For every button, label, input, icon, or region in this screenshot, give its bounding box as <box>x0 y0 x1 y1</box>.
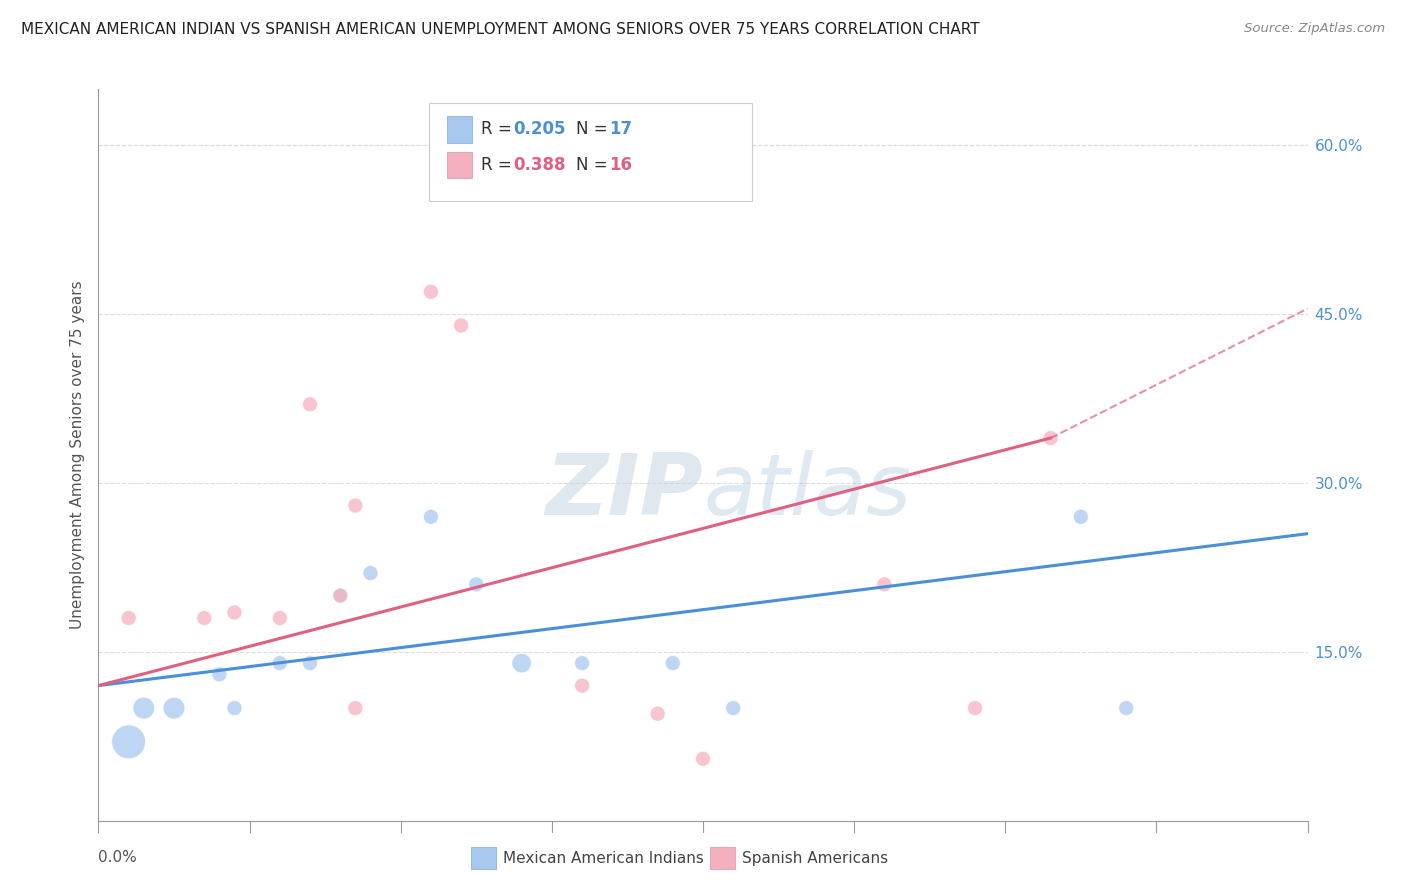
Point <box>118 735 141 749</box>
Point <box>420 509 443 524</box>
Point <box>723 701 745 715</box>
Point <box>269 611 291 625</box>
Point <box>193 611 215 625</box>
Y-axis label: Unemployment Among Seniors over 75 years: Unemployment Among Seniors over 75 years <box>69 281 84 629</box>
Point <box>329 589 352 603</box>
Point <box>132 701 155 715</box>
Point <box>873 577 896 591</box>
Point <box>965 701 987 715</box>
Point <box>692 752 714 766</box>
Point <box>1039 431 1062 445</box>
Point <box>571 656 593 670</box>
Text: atlas: atlas <box>703 450 911 533</box>
Point <box>224 701 246 715</box>
Point <box>450 318 472 333</box>
Point <box>344 701 367 715</box>
Text: R =: R = <box>481 156 517 174</box>
Text: R =: R = <box>481 120 517 138</box>
Point <box>1070 509 1092 524</box>
Point <box>647 706 669 721</box>
Point <box>662 656 685 670</box>
Point <box>269 656 291 670</box>
Text: 16: 16 <box>609 156 631 174</box>
Text: N =: N = <box>576 120 613 138</box>
Text: Spanish Americans: Spanish Americans <box>742 851 889 865</box>
Point <box>465 577 488 591</box>
Text: 17: 17 <box>609 120 631 138</box>
Point <box>344 499 367 513</box>
Text: 0.205: 0.205 <box>513 120 565 138</box>
Point <box>1115 701 1137 715</box>
Point <box>163 701 186 715</box>
Point <box>510 656 533 670</box>
Text: Source: ZipAtlas.com: Source: ZipAtlas.com <box>1244 22 1385 36</box>
Point <box>360 566 382 580</box>
Point <box>224 606 246 620</box>
Point <box>208 667 231 681</box>
Text: 0.0%: 0.0% <box>98 850 138 865</box>
Point <box>571 679 593 693</box>
Text: MEXICAN AMERICAN INDIAN VS SPANISH AMERICAN UNEMPLOYMENT AMONG SENIORS OVER 75 Y: MEXICAN AMERICAN INDIAN VS SPANISH AMERI… <box>21 22 980 37</box>
Point <box>118 611 141 625</box>
Text: N =: N = <box>576 156 613 174</box>
Point <box>299 656 322 670</box>
Point <box>299 397 322 411</box>
Point <box>329 589 352 603</box>
Text: 0.388: 0.388 <box>513 156 565 174</box>
Text: ZIP: ZIP <box>546 450 703 533</box>
Point <box>420 285 443 299</box>
Text: Mexican American Indians: Mexican American Indians <box>503 851 704 865</box>
